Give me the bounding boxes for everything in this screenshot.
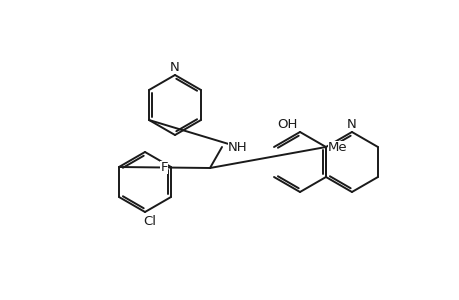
Text: N: N bbox=[347, 118, 356, 131]
Text: Me: Me bbox=[327, 140, 347, 154]
Text: N: N bbox=[170, 61, 179, 74]
Text: NH: NH bbox=[228, 140, 247, 154]
Text: OH: OH bbox=[277, 118, 297, 131]
Text: Cl: Cl bbox=[143, 215, 156, 228]
Text: F: F bbox=[160, 160, 168, 173]
